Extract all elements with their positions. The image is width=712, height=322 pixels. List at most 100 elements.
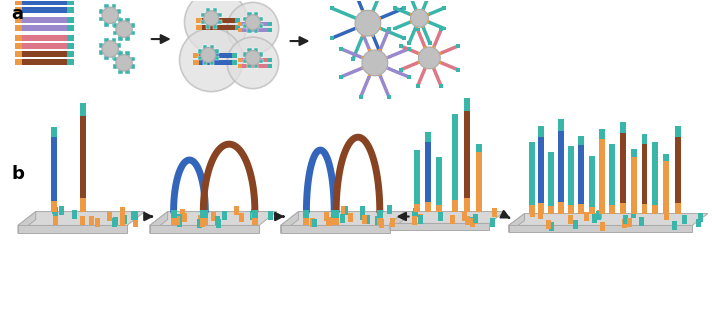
Bar [432, 66, 435, 70]
Bar [439, 27, 443, 32]
Bar [331, 217, 337, 225]
Bar [619, 122, 626, 133]
Bar [68, 51, 75, 57]
Bar [254, 12, 258, 16]
Bar [631, 157, 637, 206]
Bar [243, 17, 247, 21]
Bar [217, 13, 221, 17]
Bar [120, 217, 125, 226]
Bar [214, 56, 219, 61]
Bar [470, 218, 475, 227]
Bar [22, 43, 68, 49]
Bar [407, 41, 412, 45]
Bar [377, 216, 382, 225]
Bar [422, 8, 424, 12]
Bar [414, 150, 421, 157]
Bar [200, 218, 205, 227]
Bar [698, 213, 703, 222]
Bar [222, 211, 227, 220]
Bar [80, 198, 86, 212]
Bar [362, 10, 365, 13]
Bar [418, 213, 423, 223]
Bar [549, 222, 554, 231]
Bar [171, 210, 177, 217]
Bar [118, 18, 122, 22]
Bar [22, 25, 68, 31]
Bar [131, 64, 135, 69]
Bar [351, 57, 355, 61]
Polygon shape [281, 225, 389, 233]
Bar [675, 126, 681, 137]
Bar [80, 116, 86, 198]
Bar [438, 61, 441, 63]
Bar [530, 151, 535, 205]
Bar [104, 22, 109, 27]
Bar [359, 27, 363, 31]
Bar [131, 211, 136, 220]
Bar [68, 7, 75, 13]
Bar [15, 51, 22, 57]
Polygon shape [18, 212, 145, 225]
Bar [473, 214, 478, 223]
Bar [238, 64, 242, 68]
Bar [558, 131, 564, 202]
Bar [418, 61, 421, 63]
Bar [399, 44, 403, 48]
Bar [664, 161, 669, 206]
Bar [22, 51, 68, 57]
Bar [360, 211, 365, 220]
Bar [247, 64, 251, 68]
Bar [412, 211, 417, 220]
Bar [452, 126, 458, 200]
Bar [197, 25, 201, 30]
Bar [125, 52, 130, 56]
Bar [53, 207, 58, 216]
Bar [232, 53, 237, 58]
Text: b: b [11, 165, 24, 183]
Circle shape [362, 50, 388, 76]
Bar [652, 151, 659, 205]
Bar [343, 206, 348, 215]
Bar [578, 146, 584, 204]
Bar [122, 215, 127, 224]
Bar [22, 17, 68, 23]
Bar [198, 56, 202, 61]
Bar [387, 27, 391, 31]
Bar [568, 154, 574, 205]
Bar [22, 7, 68, 13]
Bar [452, 200, 458, 212]
Bar [584, 212, 589, 221]
Bar [197, 219, 202, 228]
Circle shape [355, 10, 381, 36]
Bar [377, 210, 383, 217]
Bar [558, 119, 564, 131]
Bar [492, 208, 497, 217]
Bar [15, 25, 22, 31]
Bar [476, 144, 482, 152]
Bar [652, 142, 659, 151]
Bar [333, 217, 339, 225]
Bar [325, 213, 330, 221]
Bar [416, 84, 419, 88]
Bar [104, 38, 109, 42]
Bar [89, 216, 94, 224]
Bar [627, 218, 632, 227]
Bar [631, 206, 637, 213]
Bar [247, 28, 251, 33]
Bar [333, 213, 338, 223]
Bar [203, 61, 207, 65]
Bar [664, 206, 669, 213]
Bar [214, 216, 219, 225]
Bar [387, 205, 392, 214]
Circle shape [411, 9, 429, 27]
Bar [53, 216, 58, 225]
Bar [117, 9, 122, 14]
Bar [436, 157, 442, 164]
Bar [379, 219, 384, 228]
Bar [131, 31, 135, 35]
Bar [199, 53, 232, 58]
Bar [418, 52, 421, 55]
Bar [331, 210, 337, 217]
Bar [548, 206, 554, 213]
Bar [402, 6, 406, 10]
